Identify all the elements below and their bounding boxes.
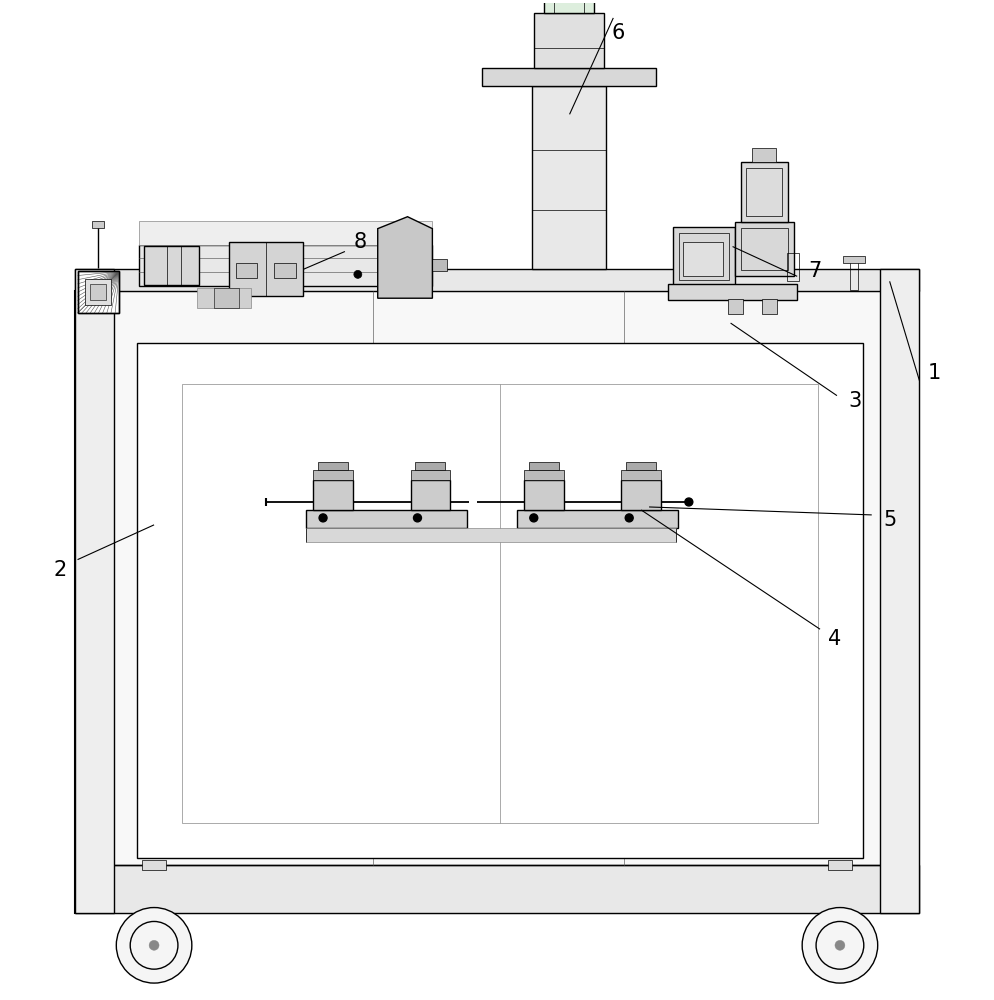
Text: 8: 8 [353, 232, 367, 252]
Bar [843, 256, 865, 263]
Text: 2: 2 [53, 560, 67, 580]
Bar [735, 222, 794, 276]
Bar [429, 259, 447, 271]
Bar [182, 384, 818, 823]
Bar [197, 288, 251, 308]
Bar [144, 246, 199, 285]
Bar [214, 288, 239, 308]
Bar [85, 279, 111, 305]
Bar [137, 343, 863, 858]
Bar [668, 284, 797, 300]
Bar [529, 462, 559, 470]
Bar [535, 13, 603, 68]
Bar [828, 860, 852, 870]
Text: 5: 5 [883, 510, 897, 530]
Text: 7: 7 [808, 261, 822, 281]
Circle shape [625, 514, 633, 522]
Bar [78, 271, 119, 313]
Bar [524, 480, 564, 510]
Bar [524, 470, 564, 480]
Bar [880, 269, 919, 913]
Bar [673, 227, 735, 286]
Bar [313, 470, 353, 480]
Bar [741, 228, 788, 270]
Bar [139, 221, 432, 245]
Bar [236, 263, 257, 278]
Polygon shape [378, 217, 432, 298]
Bar [532, 86, 606, 269]
Bar [92, 221, 104, 228]
Text: 6: 6 [611, 23, 625, 43]
Circle shape [414, 514, 421, 522]
Text: 4: 4 [828, 629, 842, 649]
Bar [75, 269, 114, 913]
Bar [787, 253, 799, 281]
Bar [621, 470, 661, 480]
Bar [142, 860, 166, 870]
Bar [90, 284, 106, 300]
Circle shape [116, 908, 192, 983]
Bar [728, 299, 743, 314]
Circle shape [149, 940, 159, 950]
Circle shape [319, 514, 327, 522]
Bar [741, 162, 788, 222]
Bar [626, 462, 656, 470]
Bar [621, 480, 661, 510]
Bar [313, 480, 353, 510]
Bar [411, 470, 450, 480]
Bar [746, 168, 782, 216]
Text: 3: 3 [848, 391, 862, 411]
Bar [482, 68, 656, 86]
Bar [762, 299, 777, 314]
Bar [411, 480, 450, 510]
Circle shape [685, 498, 693, 506]
Bar [545, 0, 594, 13]
Bar [752, 148, 776, 162]
Bar [306, 528, 676, 542]
Bar [75, 291, 919, 913]
Bar [679, 233, 729, 280]
Bar [850, 262, 858, 290]
Bar [683, 242, 723, 276]
Bar [517, 510, 678, 528]
Bar [75, 269, 919, 291]
Bar [318, 462, 348, 470]
Circle shape [802, 908, 878, 983]
Circle shape [835, 940, 845, 950]
Bar [78, 271, 119, 313]
Bar [139, 245, 432, 286]
Bar [274, 263, 296, 278]
Bar [306, 510, 467, 528]
Bar [415, 462, 445, 470]
Circle shape [530, 514, 538, 522]
Text: 1: 1 [927, 363, 941, 383]
Circle shape [354, 270, 362, 278]
Bar [229, 242, 303, 296]
Bar [75, 865, 919, 913]
